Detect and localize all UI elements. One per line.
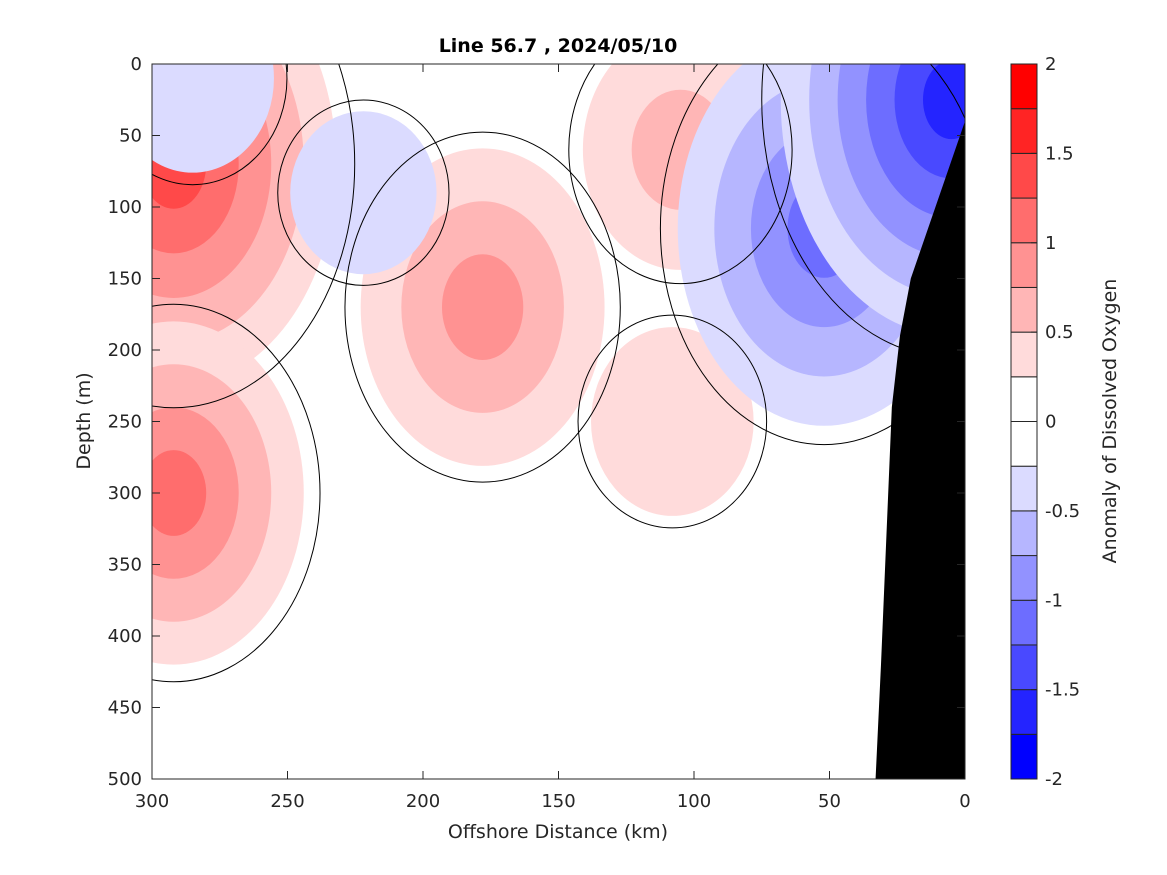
colorbar-tick-label: -2 [1045,769,1063,790]
anomaly-level-patch [152,450,207,536]
y-tick-label: 100 [108,197,142,218]
colorbar-band [1010,63,1038,110]
y-tick-label: 300 [108,483,142,504]
colorbar-band [1010,421,1038,467]
colorbar-tick-label: 0.5 [1045,322,1074,343]
colorbar-band [1010,510,1038,557]
anomaly-level-patch [152,64,274,173]
bathymetry [875,121,965,779]
colorbar-tick-label: -1.5 [1045,680,1080,701]
colorbar-band [1010,286,1038,333]
x-tick-label: 200 [406,791,440,812]
y-tick-label: 350 [108,555,142,576]
x-axis-ticks: 300 250 200 150 100 50 0 [135,64,971,812]
colorbar-band [1010,331,1038,378]
y-axis-ticks: 0 50 100 150 200 250 300 350 400 450 500 [108,54,965,790]
colorbar-band [1010,108,1038,154]
zero-contour-line [577,314,768,529]
y-tick-label: 500 [108,769,142,790]
anomaly-level-patch [923,64,965,140]
x-axis-label: Offshore Distance (km) [448,821,668,843]
zero-contour-line [152,303,321,683]
chart-title: Line 56.7 , 2024/05/10 [439,35,678,57]
x-tick-label: 250 [270,791,304,812]
y-tick-label: 50 [119,126,142,147]
colorbar-tick-label: 2 [1045,54,1056,75]
colorbar-tick-label: 1.5 [1045,143,1074,164]
anomaly-level-patch [290,111,437,275]
colorbar: 2 1.5 1 0.5 0 -0.5 -1 -1.5 -2 Anomaly of Dissolv… [1010,54,1121,790]
x-tick-label: 300 [135,791,169,812]
zero-contour-line [568,64,793,285]
x-tick-label: 150 [541,791,575,812]
zero-contour-line [152,64,288,186]
colorbar-band [1010,644,1038,691]
colorbar-band [1010,242,1038,288]
contour-plot: 300 250 200 150 100 50 0 050100150200250300350… [108,54,971,812]
zero-contour-line [277,99,450,286]
colorbar-band [1010,376,1038,422]
anomaly-level-patch [591,327,754,516]
x-tick-label: 0 [959,791,970,812]
y-tick-label: 450 [108,698,142,719]
colorbar-band [1010,465,1038,512]
colorbar-tick-label: 1 [1045,233,1056,254]
zero-contour-line [659,64,965,446]
y-tick-label: 250 [108,412,142,433]
colorbar-label: Anomaly of Dissolved Oxygen [1099,279,1121,564]
y-tick-label: 200 [108,340,142,361]
colorbar-band [1010,689,1038,735]
colorbar-bands [1010,63,1038,780]
colorbar-tick-label: 0 [1045,412,1056,433]
zero-contour-line [344,131,621,483]
zero-contour-line [152,64,356,409]
colorbar-tick-label: -1 [1045,590,1063,611]
y-tick-label: 0 [131,54,142,75]
colorbar-band [1010,733,1038,780]
colorbar-band [1010,152,1038,199]
y-tick-label: 150 [108,269,142,290]
y-tick-label: 400 [108,626,142,647]
colorbar-ticks: 2 1.5 1 0.5 0 -0.5 -1 -1.5 -2 [1031,54,1080,790]
seafloor [875,121,965,779]
y-axis-label: Depth (m) [73,372,95,469]
x-tick-label: 100 [677,791,711,812]
colorbar-band [1010,197,1038,244]
colorbar-tick-label: -0.5 [1045,501,1080,522]
x-tick-label: 50 [818,791,841,812]
colorbar-band [1010,555,1038,601]
anomaly-level-patch [441,254,524,361]
colorbar-band [1010,599,1038,646]
